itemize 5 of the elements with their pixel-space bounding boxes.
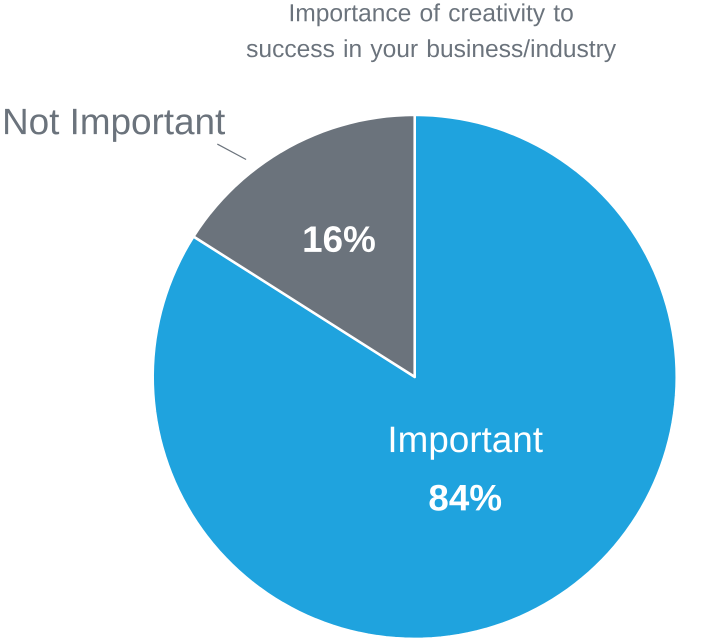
data-label: 84%	[429, 484, 502, 511]
slice-label: Not Important	[5, 108, 226, 142]
data-label: 16%	[304, 226, 375, 252]
chart-title: Importance of creativity to success in your business/industry	[246, 3, 616, 62]
slice-label: Important	[390, 426, 543, 460]
